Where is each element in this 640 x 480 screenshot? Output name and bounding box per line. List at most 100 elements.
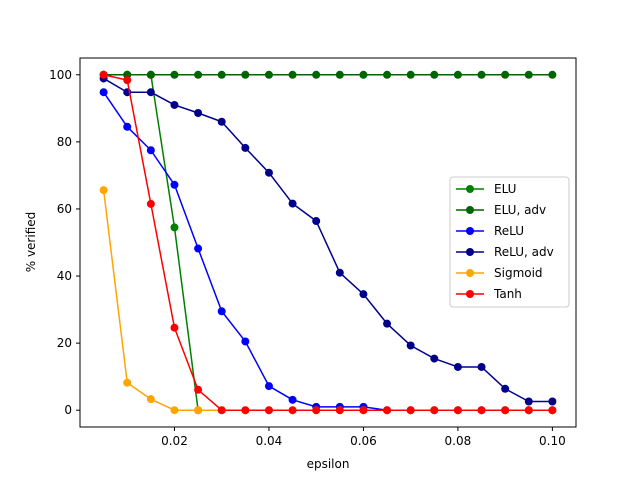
data-point [241,143,250,152]
data-point [123,122,132,131]
data-point [99,186,108,195]
data-point [335,406,344,415]
data-point [170,70,179,79]
data-point [217,117,226,126]
data-point [288,70,297,79]
data-point [548,397,557,406]
data-point [288,406,297,415]
x-axis: 0.02 0.04 0.06 0.08 0.10 [161,427,566,448]
data-point [453,406,462,415]
data-point [548,406,557,415]
data-point [524,70,533,79]
x-tick-label: 0.02 [161,434,188,448]
data-point [170,223,179,232]
data-point [477,362,486,371]
data-point [430,70,439,79]
legend-item: ELU, adv [456,203,546,217]
data-point [146,70,155,79]
data-point [288,395,297,404]
legend-item: Sigmoid [456,266,543,280]
data-point [146,146,155,155]
legend-item: ReLU [456,224,524,238]
y-tick-label: 60 [57,202,72,216]
legend-label: ReLU [494,224,524,238]
data-point [217,307,226,316]
data-point [99,70,108,79]
data-point [241,337,250,346]
data-point [406,406,415,415]
data-point [383,319,392,328]
legend-label: Tanh [493,287,522,301]
data-point [123,76,132,85]
data-point [453,70,462,79]
data-point [383,406,392,415]
y-axis-label: % verified [24,212,38,273]
data-point [501,406,510,415]
legend-swatch-marker [466,185,474,193]
data-point [335,268,344,277]
data-point [264,168,273,177]
y-tick-label: 0 [64,403,72,417]
legend-item: ReLU, adv [456,245,554,259]
axes-frame [79,57,577,428]
data-point [264,70,273,79]
data-point [524,397,533,406]
data-point [406,341,415,350]
data-point [264,382,273,391]
data-point [170,100,179,109]
data-point [335,70,344,79]
x-axis-label: epsilon [307,457,350,471]
data-point [194,244,203,253]
data-point [359,290,368,299]
legend-swatch-marker [466,227,474,235]
y-tick-label: 80 [57,135,72,149]
data-point [170,180,179,189]
data-point [194,109,203,118]
data-point [501,70,510,79]
series-layer [99,70,557,415]
data-point [383,70,392,79]
series-relu-adv [99,74,557,406]
data-point [146,199,155,208]
legend: ELU ELU, adv ReLU ReLU, adv Sigmoid Tanh [449,176,570,308]
data-point [170,406,179,415]
legend-swatch-marker [466,269,474,277]
y-tick-label: 40 [57,269,72,283]
data-point [406,70,415,79]
data-point [264,406,273,415]
series-tanh [99,70,557,415]
data-point [288,199,297,208]
data-point [548,70,557,79]
data-point [194,70,203,79]
data-point [430,354,439,363]
data-point [146,88,155,97]
data-point [524,406,533,415]
legend-label: ReLU, adv [494,245,554,259]
data-point [312,406,321,415]
data-point [170,323,179,332]
x-tick-label: 0.08 [445,434,472,448]
data-point [241,70,250,79]
data-point [194,385,203,394]
data-point [477,406,486,415]
data-point [123,378,132,387]
y-axis: 0 20 40 60 80 100 [49,68,80,417]
data-point [312,70,321,79]
x-tick-label: 0.10 [539,434,566,448]
legend-label: ELU, adv [494,203,546,217]
legend-label: Sigmoid [494,266,543,280]
legend-item: ELU [456,182,516,196]
data-point [359,406,368,415]
data-point [359,70,368,79]
data-point [312,217,321,226]
x-tick-label: 0.04 [256,434,283,448]
data-point [501,384,510,393]
data-point [99,88,108,97]
data-point [241,406,250,415]
y-tick-label: 100 [49,68,72,82]
legend-item: Tanh [456,287,522,301]
data-point [217,406,226,415]
data-point [453,362,462,371]
legend-swatch-marker [466,290,474,298]
